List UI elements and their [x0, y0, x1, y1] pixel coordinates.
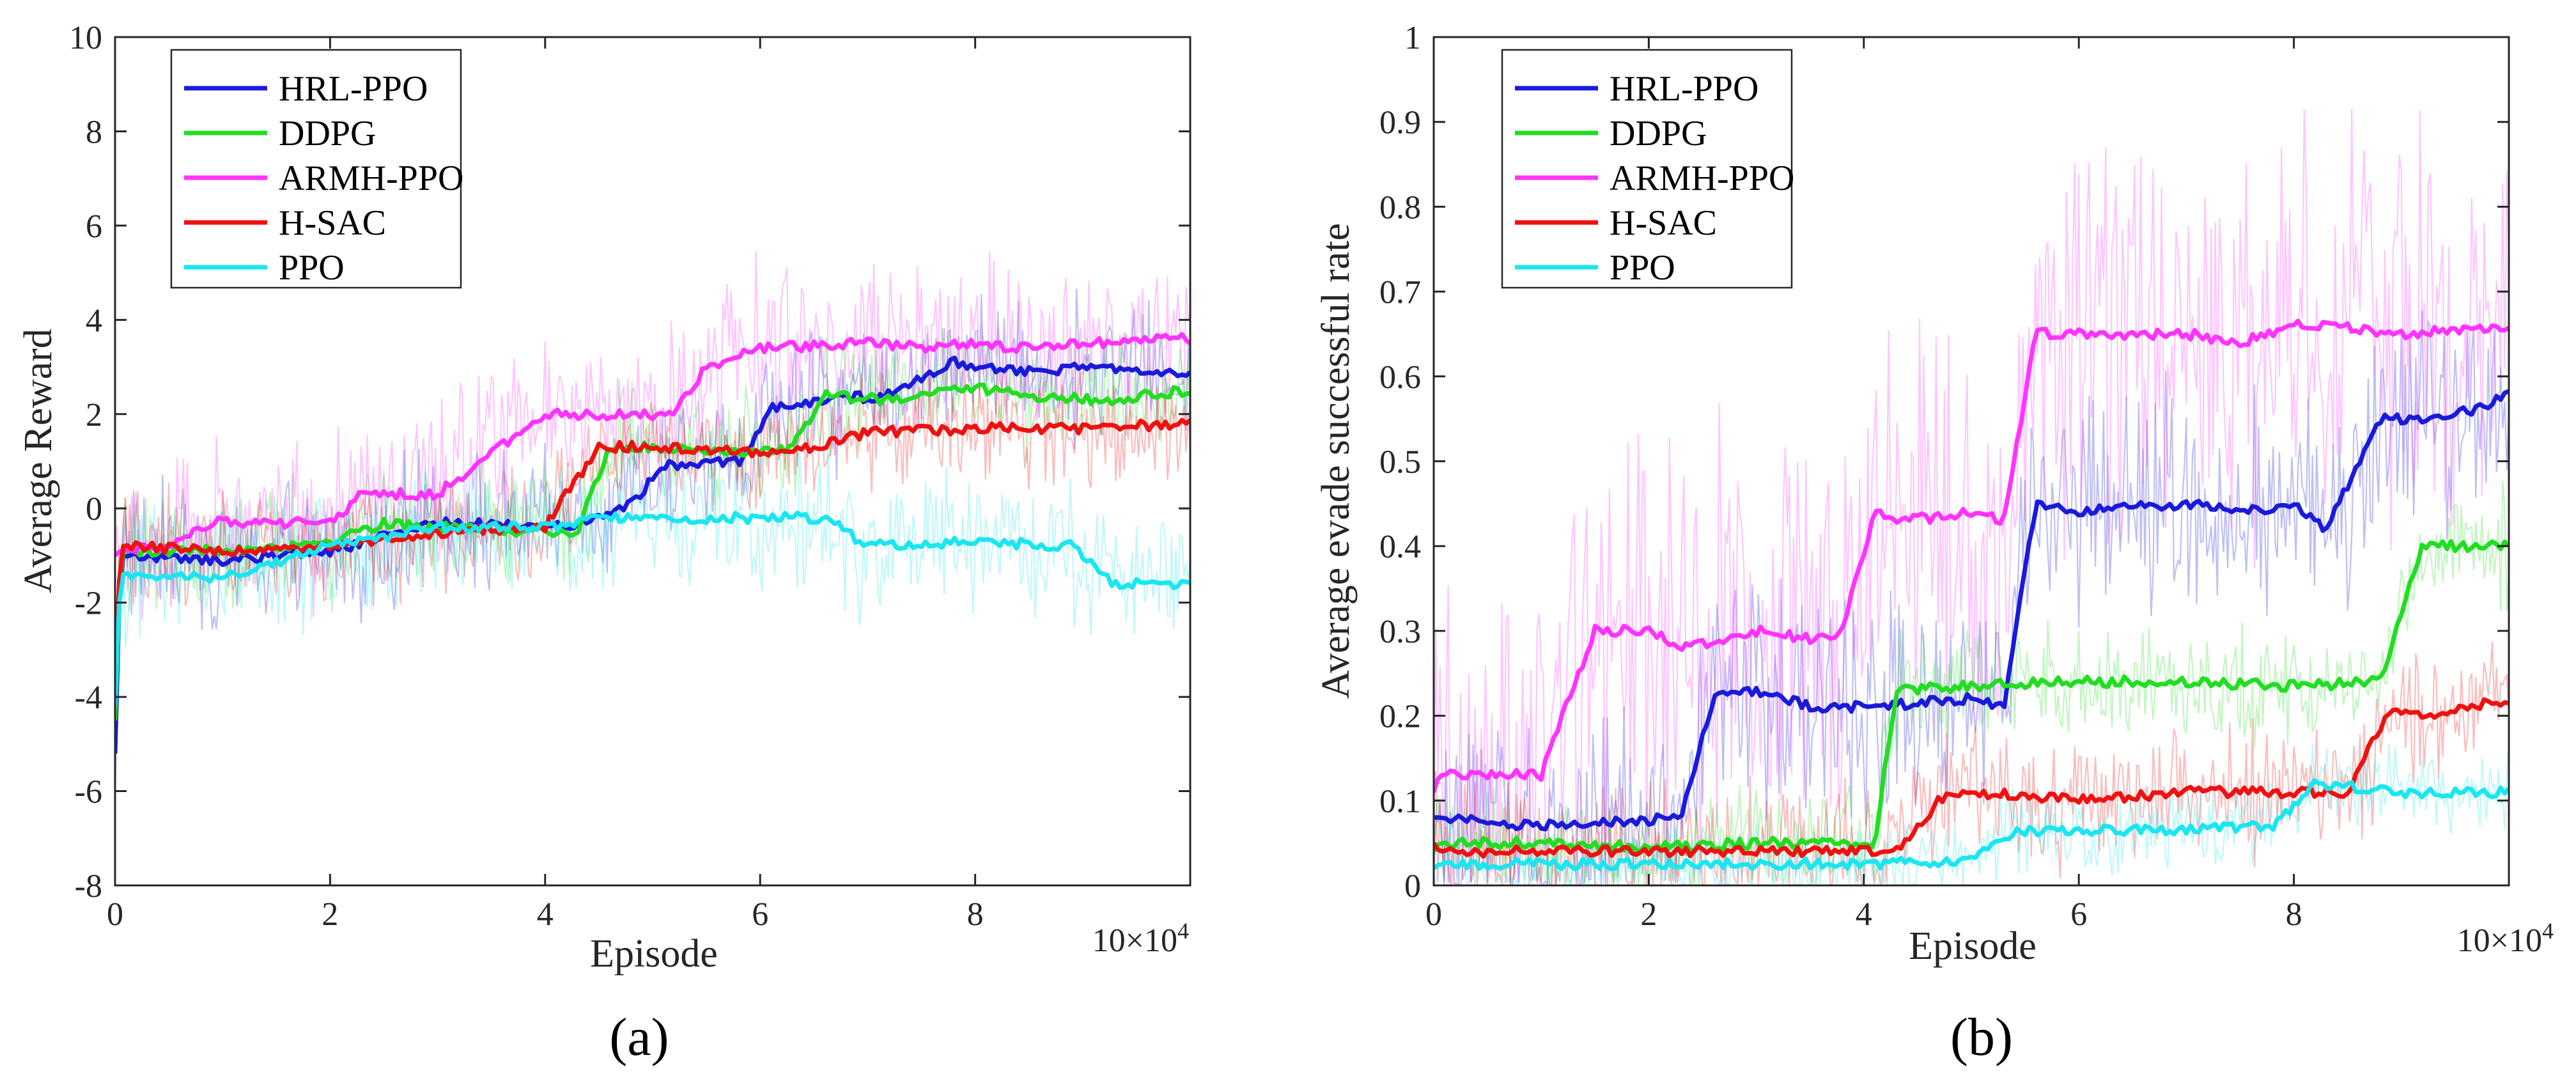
chart-a-xtick-label: 4: [537, 896, 554, 933]
chart-b-line-h-sac: [1434, 697, 2509, 859]
chart-a-noise-hrl-ppo: [115, 288, 1190, 794]
chart-b-ytick-label: 0.4: [1379, 529, 1421, 565]
chart-b-legend-label: H-SAC: [1610, 203, 1717, 243]
chart-a-ytick-label: 6: [86, 208, 102, 245]
chart-b-line-armh-ppo: [1434, 318, 2509, 793]
chart-b-xtick-label: 6: [2070, 896, 2087, 933]
chart-a-ytick-label: -2: [75, 586, 102, 622]
chart-b-ytick-label: 0.1: [1379, 783, 1421, 820]
chart-a-x-multiplier-exp: 4: [1177, 918, 1189, 944]
chart-a-line-ppo: [115, 510, 1190, 707]
chart-b-x-multiplier-base: 10×10: [2457, 922, 2542, 959]
chart-b-xlabel: Episode: [1909, 924, 2037, 968]
chart-b-x-multiplier-exp: 4: [2542, 918, 2554, 944]
chart-b-ytick-label: 0.6: [1379, 359, 1421, 396]
chart-b-line-ddpg: [1434, 539, 2509, 854]
chart-b-ytick-label: 1: [1404, 20, 1421, 56]
chart-b-noise-hrl-ppo: [1434, 310, 2509, 885]
chart-a-ytick-label: 2: [86, 397, 102, 433]
chart-a-ytick-label: -4: [75, 680, 102, 716]
chart-b-legend-label: DDPG: [1610, 114, 1707, 153]
chart-a-legend-label: PPO: [279, 248, 345, 288]
chart-a-legend: HRL-PPO DDPG ARMH-PPO H-SAC PPO: [170, 49, 463, 289]
chart-a-axes-box: [114, 36, 1191, 887]
chart-b-ytick-label: 0.8: [1379, 189, 1421, 226]
chart-b-ytick-label: 0.7: [1379, 274, 1421, 311]
chart-b-ytick-label: 0.9: [1379, 105, 1421, 141]
chart-b-ylabel: Average evade successful rate: [1314, 223, 1358, 699]
chart-a-x-multiplier: 10×104: [1092, 918, 1189, 959]
chart-a-line-h-sac: [115, 417, 1190, 697]
chart-b-line-ppo: [1434, 778, 2509, 871]
chart-a: 0 2 4 6 8 -8 -6 -4 -2 0 2 4 6 8 10 Episode Average Rew…: [17, 20, 1191, 1067]
chart-b-x-multiplier: 10×104: [2457, 918, 2554, 959]
chart-b-legend-label: PPO: [1610, 248, 1675, 288]
chart-a-xtick-label: 0: [107, 896, 123, 933]
chart-b-noise-armh-ppo: [1434, 109, 2509, 885]
chart-b-ytick-label: 0.3: [1379, 614, 1421, 650]
chart-b-legend-label: ARMH-PPO: [1610, 159, 1794, 198]
chart-a-ytick-label: 8: [86, 114, 102, 150]
chart-b: 0 2 4 6 8 0 0.1 0.2 0.3 0.4 0.5 0.6 0.7 0.8 0.9 1 Episo…: [1314, 20, 2554, 1067]
chart-b-panel-label: (b): [1950, 1008, 2013, 1067]
chart-a-line-hrl-ppo: [115, 355, 1190, 754]
chart-b-lines: [1434, 318, 2509, 871]
chart-a-line-ddpg: [115, 382, 1190, 721]
chart-b-noise-ddpg: [1434, 480, 2509, 885]
chart-b-line-hrl-ppo: [1434, 389, 2509, 832]
chart-a-ytick-label: -8: [75, 868, 102, 905]
chart-a-lines: [115, 332, 1190, 754]
chart-a-ytick-label: 10: [69, 20, 102, 56]
chart-a-panel-label: (a): [609, 1008, 669, 1067]
chart-b-ticks: 0 2 4 6 8 0 0.1 0.2 0.3 0.4 0.5 0.6 0.7 0.8 0.9 1: [1379, 20, 2509, 933]
chart-a-legend-label: HRL-PPO: [279, 69, 428, 109]
chart-b-xtick-label: 0: [1425, 896, 1442, 933]
chart-b-legend-label: HRL-PPO: [1610, 69, 1758, 109]
chart-b-ytick-label: 0.2: [1379, 699, 1421, 735]
chart-a-x-multiplier-base: 10×10: [1092, 922, 1177, 959]
chart-a-xtick-label: 2: [322, 896, 338, 933]
chart-a-xtick-label: 8: [967, 896, 984, 933]
chart-a-ytick-label: 4: [86, 302, 102, 339]
chart-a-line-armh-ppo: [115, 332, 1190, 557]
chart-a-ylabel: Average Reward: [17, 329, 60, 593]
chart-a-ytick-label: 0: [86, 491, 102, 527]
chart-b-xtick-label: 8: [2286, 896, 2302, 933]
chart-b-ytick-label: 0: [1404, 868, 1421, 905]
chart-b-ytick-label: 0.5: [1379, 444, 1421, 481]
chart-a-ticks: 0 2 4 6 8 -8 -6 -4 -2 0 2 4 6 8 10: [69, 20, 1190, 933]
chart-a-ytick-label: -6: [75, 774, 102, 811]
chart-a-legend-label: H-SAC: [279, 203, 386, 243]
chart-b-noise-h-sac: [1434, 641, 2509, 885]
chart-a-xlabel: Episode: [590, 932, 718, 976]
chart-a-xtick-label: 6: [752, 896, 768, 933]
chart-a-legend-label: ARMH-PPO: [279, 159, 463, 198]
chart-b-xtick-label: 2: [1640, 896, 1657, 933]
chart-a-legend-label: DDPG: [279, 114, 376, 153]
chart-b-legend: HRL-PPO DDPG ARMH-PPO H-SAC PPO: [1501, 49, 1794, 289]
chart-b-xtick-label: 4: [1856, 896, 1872, 933]
